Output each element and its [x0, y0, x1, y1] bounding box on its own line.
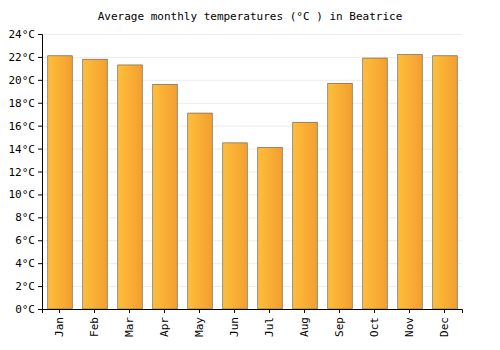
x-tick-label: Oct — [368, 317, 381, 337]
x-tick-label: Jul — [263, 317, 276, 337]
x-tick-mark — [199, 309, 200, 313]
y-tick: 4°C — [15, 257, 42, 270]
x-tick: Jun — [228, 309, 241, 337]
bar — [433, 56, 458, 309]
x-tick-label: Apr — [158, 317, 171, 337]
x-tick-mark — [409, 309, 410, 313]
x-tick-label: Mar — [123, 317, 136, 337]
y-tick-label: 8°C — [15, 211, 35, 224]
grid — [42, 35, 462, 310]
x-tick-mark — [94, 309, 95, 313]
chart: Average monthly temperatures (°C ) in Be… — [0, 0, 500, 350]
x-axis: Jan Feb Mar Apr May Jun Jul Aug Sep Oct Nov Dec — [43, 309, 463, 337]
x-tick-label: Sep — [333, 317, 346, 337]
x-tick: Aug — [298, 309, 311, 337]
y-tick-label: 10°C — [9, 188, 36, 201]
y-tick: 14°C — [9, 143, 43, 156]
bar — [153, 84, 178, 309]
x-tick-mark — [444, 309, 445, 313]
bar — [363, 58, 388, 309]
x-tick: Dec — [438, 309, 451, 337]
x-axis-line — [43, 310, 463, 314]
x-tick: Feb — [88, 309, 101, 337]
y-tick-mark — [38, 149, 42, 150]
y-tick: 6°C — [15, 234, 42, 247]
y-tick: 20°C — [9, 74, 43, 87]
y-tick-mark — [38, 286, 42, 287]
bar — [258, 147, 283, 309]
plot: 0°C 2°C 4°C 6°C 8°C 10°C 12°C 14°C 16°C 18°C 20°C 2… — [9, 28, 463, 337]
grid-line — [42, 34, 462, 35]
x-tick-label: Aug — [298, 317, 311, 337]
y-tick-label: 0°C — [15, 303, 35, 316]
y-axis-line — [38, 35, 43, 310]
y-tick: 8°C — [15, 211, 42, 224]
y-tick-label: 2°C — [15, 280, 35, 293]
y-tick-mark — [38, 34, 42, 35]
x-tick: Jan — [53, 309, 66, 337]
x-tick-label: Jun — [228, 317, 241, 337]
x-tick: Mar — [123, 309, 136, 337]
x-tick-label: Dec — [438, 317, 451, 337]
title: Average monthly temperatures (°C ) in Be… — [98, 10, 403, 23]
y-tick-mark — [38, 57, 42, 58]
bar — [118, 65, 143, 309]
x-tick: Apr — [158, 309, 171, 337]
y-tick-mark — [38, 80, 42, 81]
x-tick: Jul — [263, 309, 276, 337]
bar — [293, 122, 318, 309]
y-tick-label: 24°C — [9, 28, 36, 41]
bar — [83, 59, 108, 309]
x-tick: May — [193, 309, 206, 337]
x-tick-label: Feb — [88, 317, 101, 337]
y-tick-label: 20°C — [9, 74, 36, 87]
y-tick: 18°C — [9, 97, 43, 110]
y-tick-mark — [38, 103, 42, 104]
x-tick: Sep — [333, 309, 346, 337]
y-tick: 12°C — [9, 166, 43, 179]
x-tick-mark — [164, 309, 165, 313]
y-tick-label: 22°C — [9, 51, 36, 64]
x-tick-mark — [129, 309, 130, 313]
x-tick-label: Jan — [53, 317, 66, 337]
x-tick-mark — [269, 309, 270, 313]
bar — [398, 55, 423, 309]
y-tick-mark — [38, 263, 42, 264]
y-tick: 16°C — [9, 120, 43, 133]
x-tick-mark — [59, 309, 60, 313]
y-tick-mark — [38, 126, 42, 127]
y-tick-mark — [38, 194, 42, 195]
y-tick: 22°C — [9, 51, 43, 64]
x-tick: Oct — [368, 309, 381, 337]
x-tick-mark — [304, 309, 305, 313]
x-tick: Nov — [403, 309, 416, 337]
y-tick-label: 6°C — [15, 234, 35, 247]
x-tick-mark — [234, 309, 235, 313]
bar — [328, 83, 353, 309]
y-tick-label: 14°C — [9, 143, 36, 156]
y-tick-mark — [38, 217, 42, 218]
y-tick-label: 18°C — [9, 97, 36, 110]
y-axis: 0°C 2°C 4°C 6°C 8°C 10°C 12°C 14°C 16°C 18°C 20°C 2… — [9, 28, 43, 316]
y-tick-mark — [38, 240, 42, 241]
x-tick-mark — [374, 309, 375, 313]
bar — [188, 113, 213, 309]
x-tick-mark — [339, 309, 340, 313]
x-tick-label: Nov — [403, 317, 416, 337]
y-tick: 0°C — [15, 303, 42, 316]
y-tick: 10°C — [9, 188, 43, 201]
y-tick-mark — [38, 172, 42, 173]
bar — [223, 143, 248, 309]
bars — [48, 55, 458, 309]
bar — [48, 56, 73, 309]
y-tick-mark — [38, 309, 42, 310]
y-tick: 2°C — [15, 280, 42, 293]
y-tick-label: 12°C — [9, 166, 36, 179]
y-tick-label: 16°C — [9, 120, 36, 133]
x-tick-label: May — [193, 317, 206, 337]
y-tick: 24°C — [9, 28, 43, 41]
y-tick-label: 4°C — [15, 257, 35, 270]
